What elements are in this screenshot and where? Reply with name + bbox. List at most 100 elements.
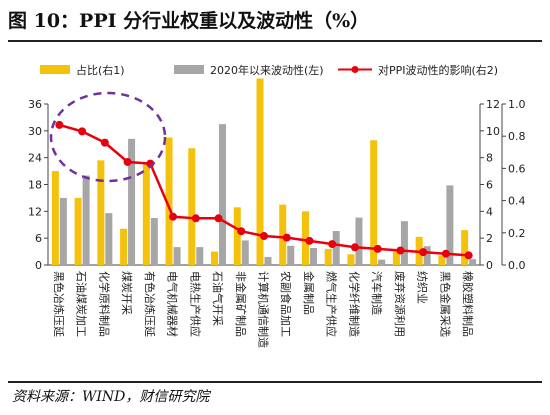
bar-weight: [188, 148, 196, 265]
impact-marker: [191, 214, 200, 223]
bar-volatility: [469, 259, 477, 265]
bar-volatility: [332, 231, 340, 265]
bar-weight: [165, 137, 173, 265]
bar-volatility: [105, 213, 113, 265]
bar-weight: [324, 248, 332, 265]
bar-weight: [233, 207, 241, 265]
right1-axis-tick-label: 6: [486, 179, 493, 192]
impact-marker: [169, 212, 178, 221]
bar-weight: [392, 251, 400, 265]
impact-marker: [305, 236, 314, 245]
category-label: 化学纤维制造: [347, 271, 361, 337]
legend-label-weight: 占比(右1): [76, 63, 125, 77]
right1-axis-tick-label: 12: [486, 98, 500, 111]
bar-volatility: [241, 240, 249, 265]
right2-axis-tick-label: 0.4: [508, 195, 526, 208]
source-divider: [8, 381, 542, 383]
bar-weight: [279, 204, 287, 265]
category-label: 煤炭开采: [120, 271, 133, 315]
bar-weight: [142, 164, 150, 265]
impact-marker: [78, 127, 87, 136]
bar-weight: [461, 230, 469, 265]
category-label: 汽车制造: [370, 271, 384, 315]
legend-label-volatility: 2020年以来波动性(左): [210, 63, 324, 77]
left-axis-tick-label: 0: [35, 259, 42, 272]
impact-marker: [419, 248, 428, 257]
category-label: 计算机通信制造: [257, 271, 271, 348]
bar-weight: [256, 78, 264, 265]
impact-marker: [441, 249, 450, 258]
category-label: 纺织业: [416, 271, 430, 304]
impact-marker: [328, 240, 337, 249]
impact-marker: [237, 227, 246, 236]
left-axis-tick-label: 36: [28, 98, 42, 111]
impact-marker: [396, 246, 405, 255]
left-axis-tick-label: 12: [28, 205, 42, 218]
title-divider: [8, 40, 542, 42]
source-note: 资料来源：WIND，财信研究院: [12, 389, 210, 405]
right2-axis-tick-label: 0.2: [508, 227, 526, 240]
right1-axis-tick-label: 4: [486, 205, 493, 218]
bar-weight: [370, 140, 378, 265]
impact-marker: [282, 233, 291, 242]
left-axis-tick-label: 24: [28, 152, 42, 165]
impact-marker: [100, 138, 109, 147]
right2-axis-tick-label: 0.0: [508, 259, 526, 272]
bar-volatility: [173, 247, 181, 265]
bar-volatility: [446, 185, 454, 265]
right1-axis-tick-label: 0: [486, 259, 493, 272]
bar-weight: [51, 171, 59, 265]
highlight-ellipse: [49, 91, 167, 183]
legend-swatch-volatility: [174, 65, 204, 74]
category-label: 农副食品加工: [279, 271, 293, 337]
chart-title: 图 10：PPI 分行业权重以及波动性（%）: [8, 10, 370, 32]
impact-marker: [214, 214, 223, 223]
bar-volatility: [59, 197, 67, 265]
right2-axis-tick-label: 0.8: [508, 130, 526, 143]
category-label: 石油煤炭加工: [75, 271, 89, 337]
bar-volatility: [219, 124, 227, 265]
category-label: 废弃资源利用: [393, 271, 407, 337]
bar-weight: [438, 255, 446, 265]
left-axis-tick-label: 6: [35, 232, 42, 245]
bar-weight: [301, 211, 309, 265]
left-axis-tick-label: 18: [28, 179, 42, 192]
right2-axis-tick-label: 0.6: [508, 162, 526, 175]
bar-volatility: [128, 138, 136, 265]
legend-label-impact: 对PPI波动性的影响(右2): [378, 63, 498, 77]
bar-volatility: [309, 248, 317, 265]
bar-weight: [74, 197, 82, 265]
bar-weight: [120, 228, 128, 265]
category-label: 橡胶塑料制品: [461, 271, 475, 337]
impact-marker: [350, 243, 359, 252]
bar-volatility: [264, 256, 272, 265]
category-label: 石油气开采: [211, 271, 225, 326]
bar-volatility: [287, 245, 295, 265]
bar-volatility: [196, 247, 204, 265]
impact-marker: [464, 251, 473, 260]
category-label: 化学原料制品: [97, 271, 111, 337]
category-label: 黑色冶炼压延: [52, 271, 66, 337]
left-axis-tick-label: 30: [28, 125, 42, 138]
right1-axis-tick-label: 2: [486, 232, 493, 245]
bar-weight: [211, 251, 219, 265]
bar-weight: [97, 160, 105, 265]
right2-axis-tick-label: 1.0: [508, 98, 526, 111]
impact-marker: [373, 244, 382, 253]
legend-swatch-impact-marker: [351, 66, 359, 73]
category-label: 电热生产供应: [188, 271, 202, 337]
bar-volatility: [150, 218, 158, 265]
right1-axis-tick-label: 10: [486, 125, 500, 138]
impact-marker: [123, 157, 132, 166]
bar-volatility: [400, 221, 408, 265]
bar-volatility: [82, 175, 90, 265]
category-label: 金属制品: [302, 271, 316, 315]
impact-marker: [55, 120, 64, 129]
category-label: 非金属矿制品: [234, 271, 248, 337]
bar-volatility: [423, 246, 431, 265]
ppi-weight-volatility-chart: 占比(右1) 2020年以来波动性(左) 对PPI波动性的影响(右2) 0 6 12 18 2…: [28, 63, 526, 348]
bar-volatility: [355, 217, 363, 265]
right1-axis-tick-label: 8: [486, 152, 493, 165]
bar-volatility: [378, 259, 386, 265]
category-label: 燃气生产供应: [325, 271, 339, 337]
